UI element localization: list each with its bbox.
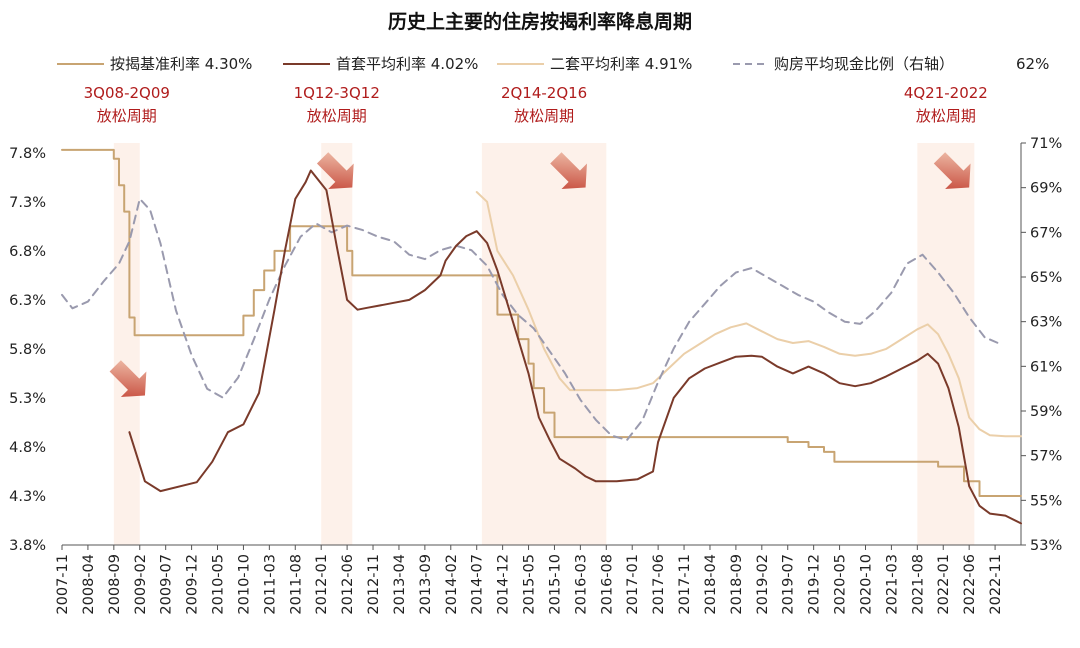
x-tick-label: 2020-10 [858,554,874,615]
x-tick-label: 2021-08 [910,554,926,615]
period-labels: 3Q08-2Q09 放松周期 1Q12-3Q12 放松周期 2Q14-2Q16 放松周期 4… [84,84,988,125]
left-tick-label: 6.3% [9,293,46,309]
left-tick-label: 3.8% [9,538,46,554]
x-tick-label: 2009-12 [185,554,201,615]
right-tick-label: 67% [1030,225,1062,241]
shaded-period-3 [917,143,975,545]
arrows [109,152,971,397]
down-arrow-icon [109,360,147,397]
legend: 按揭基准利率 4.30% 首套平均利率 4.02% 二套平均利率 4.91% 购… [57,55,1049,73]
x-tick-label: 2007-11 [55,554,71,615]
down-arrow-icon [316,152,354,189]
x-tick-label: 2012-01 [314,554,330,615]
x-tick-label: 2009-02 [133,554,149,615]
left-tick-label: 4.3% [9,489,46,505]
left-tick-label: 7.8% [9,146,46,162]
period-label-text: 放松周期 [514,107,574,125]
x-tick-label: 2015-05 [522,554,538,615]
x-tick-label: 2010-05 [211,554,227,615]
left-tick-label: 5.3% [9,391,46,407]
x-tick-label: 2013-09 [418,554,434,615]
x-tick-label: 2019-07 [781,554,797,615]
series-line-0 [61,148,1022,497]
right-tick-label: 57% [1030,449,1062,465]
x-tick-label: 2015-10 [547,554,563,615]
right-tick-label: 65% [1030,270,1062,286]
legend-label-second-home: 二套平均利率 4.91% [550,55,692,73]
right-tick-label: 63% [1030,315,1062,331]
arrow-shape [109,360,147,397]
x-tick-label: 2011-03 [262,554,278,615]
x-tick-label: 2019-12 [807,554,823,615]
arrow-shape [550,152,587,189]
legend-label-cash-ratio: 购房平均现金比例（右轴） [774,55,954,73]
period-label-range: 2Q14-2Q16 [501,84,587,102]
x-tick-label: 2021-03 [884,554,900,615]
x-tick-label: 2011-08 [288,554,304,615]
shaded-period-0 [113,143,140,545]
arrow-shape [316,152,354,189]
shaded-period-1 [321,143,353,545]
left-tick-label: 6.8% [9,244,46,260]
x-tick-label: 2017-11 [677,554,693,615]
x-tick-label: 2016-03 [573,554,589,615]
period-label-range: 3Q08-2Q09 [84,84,170,102]
arrow-shape [933,152,971,189]
x-tick-label: 2019-02 [755,554,771,615]
x-tick-label: 2009-07 [159,554,175,615]
period-label-range: 1Q12-3Q12 [294,84,380,102]
x-tick-label: 2017-06 [651,554,667,615]
x-tick-label: 2022-01 [936,554,952,615]
right-tick-label: 59% [1030,404,1062,420]
series-line-2 [475,191,1022,438]
series-layer [61,148,1022,525]
period-label-range: 4Q21-2022 [904,84,988,102]
x-tick-label: 2022-06 [962,554,978,615]
x-tick-label: 2008-04 [81,554,97,615]
x-tick-label: 2014-07 [470,554,486,615]
left-tick-label: 5.8% [9,342,46,358]
period-label-text: 放松周期 [307,107,367,125]
axes: 3.8% 4.3% 4.8% 5.3% 5.8% 6.3% 6.8% 7.3% 7.8% 53% 5… [9,136,1062,615]
x-tick-label: 2016-08 [599,554,615,615]
period-label-text: 放松周期 [97,107,157,125]
series-line-3 [61,197,1002,441]
x-tick-label: 2017-01 [625,554,641,615]
x-tick-label: 2022-11 [988,554,1004,615]
left-tick-label: 7.3% [9,195,46,211]
shaded-period-2 [481,143,607,545]
x-tick-label: 2012-11 [366,554,382,615]
right-tick-label: 55% [1030,493,1062,509]
legend-label-base-rate: 按揭基准利率 4.30% [110,55,252,73]
x-tick-label: 2014-02 [444,554,460,615]
x-tick-label: 2020-05 [833,554,849,615]
x-tick-label: 2018-09 [729,554,745,615]
period-label-text: 放松周期 [916,107,976,125]
x-tick-label: 2008-09 [107,554,123,615]
right-tick-label: 61% [1030,359,1062,375]
legend-label-first-home: 首套平均利率 4.02% [336,55,478,73]
x-tick-label: 2018-04 [703,554,719,615]
right-tick-label: 53% [1030,538,1062,554]
right-tick-label: 69% [1030,181,1062,197]
x-tick-label: 2012-06 [340,554,356,615]
down-arrow-icon [933,152,971,189]
series-line-1 [128,169,1022,525]
x-tick-label: 2010-10 [236,554,252,615]
down-arrow-icon [550,152,587,189]
x-tick-label: 2013-04 [392,554,408,615]
chart-title: 历史上主要的住房按揭利率降息周期 [388,10,692,33]
left-tick-label: 4.8% [9,440,46,456]
right-tick-label: 71% [1030,136,1062,152]
x-tick-label: 2014-12 [496,554,512,615]
shaded-periods [113,143,975,545]
legend-value-cash-ratio: 62% [1016,55,1049,73]
